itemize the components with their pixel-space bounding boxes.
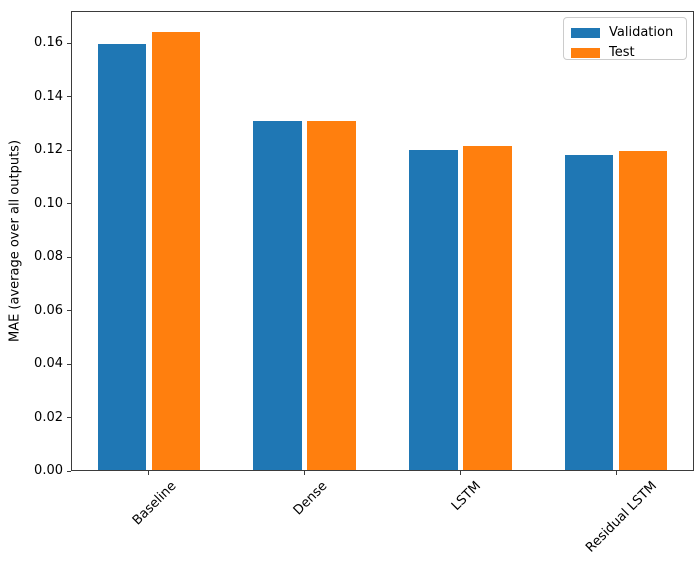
legend-row: Test — [571, 43, 686, 63]
x-tick-mark — [148, 471, 150, 475]
y-tick-label: 0.06 — [34, 302, 63, 318]
bar-test — [307, 120, 356, 470]
x-tick-label: Dense — [290, 478, 331, 519]
x-tick-mark — [304, 471, 306, 475]
y-tick-mark — [67, 149, 71, 151]
x-tick-label: Residual LSTM — [583, 478, 661, 556]
y-tick-mark — [67, 363, 71, 365]
legend-row: Validation — [571, 23, 686, 43]
y-tick-label: 0.02 — [34, 409, 63, 425]
y-tick-label: 0.16 — [34, 35, 63, 51]
legend-swatch-test — [571, 48, 600, 58]
y-tick-label: 0.00 — [34, 463, 63, 478]
y-tick-mark — [67, 417, 71, 418]
bar-test — [463, 146, 512, 470]
bar-validation — [409, 150, 458, 470]
y-tick-label: 0.12 — [34, 142, 63, 158]
legend-label: Validation — [609, 25, 674, 40]
x-tick-label: LSTM — [448, 478, 484, 514]
bar-validation — [253, 120, 302, 470]
y-tick-label: 0.08 — [34, 249, 63, 265]
bar-test — [618, 151, 668, 470]
y-tick-mark — [67, 470, 71, 472]
y-tick-mark — [67, 203, 71, 205]
y-tick-label: 0.10 — [34, 195, 63, 211]
bar-validation — [97, 44, 147, 470]
bar-validation — [564, 155, 614, 470]
y-tick-mark — [67, 256, 71, 258]
y-tick-mark — [67, 310, 71, 312]
y-tick-label: 0.14 — [34, 88, 63, 104]
y-tick-label: 0.04 — [34, 356, 63, 372]
legend-swatch-validation — [571, 28, 600, 38]
x-tick-label: Baseline — [130, 478, 180, 529]
y-tick-mark — [67, 96, 71, 98]
legend: Validation Test — [563, 17, 687, 60]
y-tick-mark — [67, 42, 71, 44]
bar-test — [151, 32, 201, 470]
x-tick-mark — [615, 471, 617, 475]
x-tick-mark — [459, 471, 461, 475]
legend-label: Test — [609, 45, 635, 60]
